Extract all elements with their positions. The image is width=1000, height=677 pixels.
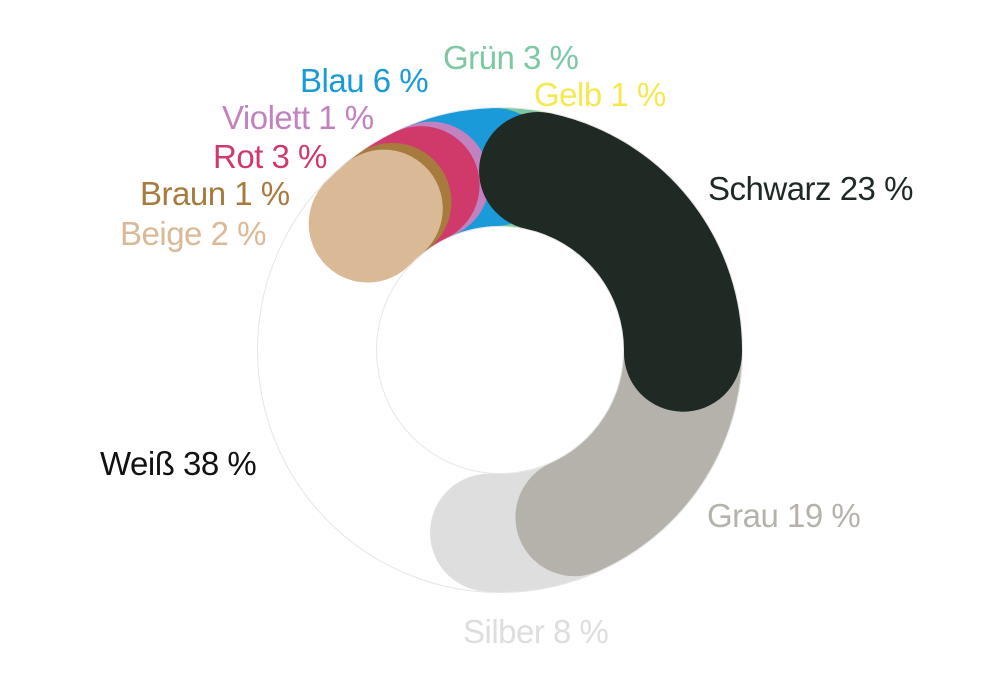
slice-label-gelb: Gelb 1 % [534,76,666,113]
slice-label-silber: Silber 8 % [463,613,609,650]
slice-label-braun: Braun 1 % [140,175,290,212]
slice-label-violett: Violett 1 % [222,99,374,136]
slice-label-rot: Rot 3 % [213,138,327,175]
segments-layer [257,107,743,593]
slice-label-schwarz: Schwarz 23 % [708,170,913,207]
donut-slice-schwarz [479,111,742,412]
labels-layer: Schwarz 23 % Grau 19 % Silber 8 % Weiß 38 %… [100,39,914,650]
slice-label-beige: Beige 2 % [120,215,266,252]
slice-label-grau: Grau 19 % [707,497,860,534]
slice-label-blau: Blau 6 % [300,62,428,99]
slice-label-grün: Grün 3 % [443,39,579,76]
slice-label-weiß: Weiß 38 % [100,445,256,482]
donut-slice-beige [308,149,443,283]
